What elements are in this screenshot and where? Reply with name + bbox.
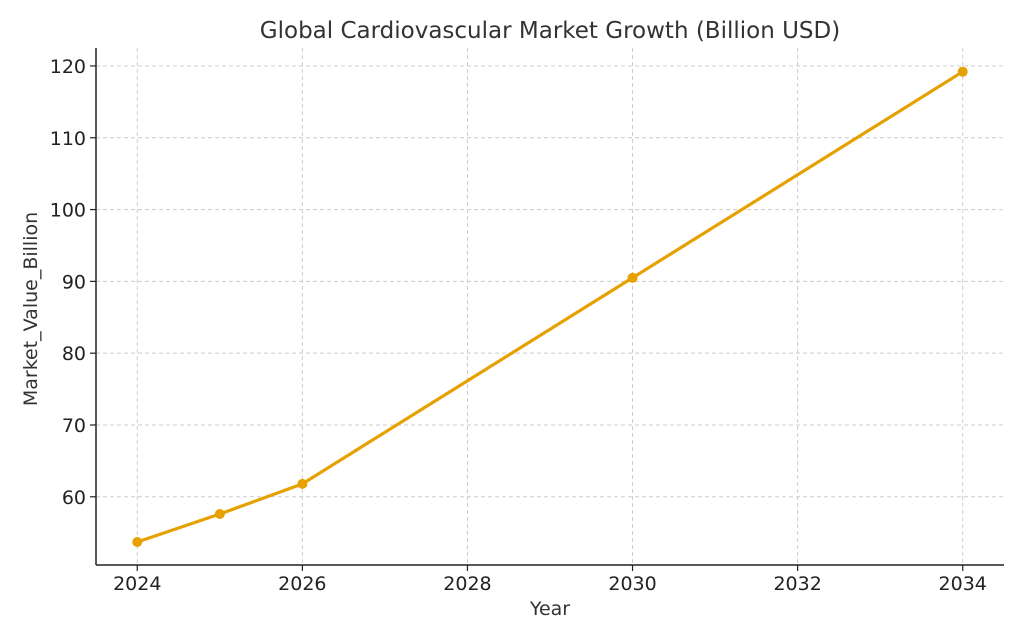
y-tick-label: 60	[62, 487, 86, 509]
y-tick-label: 70	[62, 415, 86, 437]
y-tick-label: 80	[62, 343, 86, 365]
x-tick-label: 2028	[443, 573, 491, 595]
data-point	[214, 509, 225, 520]
y-tick-label: 120	[50, 56, 86, 78]
y-axis-ticks: 60 70 80 90 100 110 120	[50, 56, 96, 509]
data-point	[957, 66, 968, 77]
axes	[95, 48, 1004, 566]
x-axis-ticks: 2024 2026 2028 2030 2032 2034	[113, 565, 987, 595]
grid	[96, 48, 1004, 565]
x-tick-label: 2026	[278, 573, 326, 595]
y-axis-label: Market_Value_Billion	[20, 212, 42, 406]
x-tick-label: 2024	[113, 573, 161, 595]
x-tick-label: 2030	[608, 573, 656, 595]
data-point	[297, 478, 308, 489]
x-tick-label: 2032	[773, 573, 821, 595]
data-point	[132, 537, 143, 548]
chart-title: Global Cardiovascular Market Growth (Bil…	[260, 18, 840, 44]
x-tick-label: 2034	[939, 573, 987, 595]
series-group	[132, 66, 968, 548]
series-line	[135, 70, 965, 544]
data-point	[627, 272, 638, 283]
y-tick-label: 110	[50, 128, 86, 150]
y-tick-label: 90	[62, 271, 86, 293]
y-tick-label: 100	[50, 200, 86, 222]
x-axis-label: Year	[529, 598, 570, 620]
